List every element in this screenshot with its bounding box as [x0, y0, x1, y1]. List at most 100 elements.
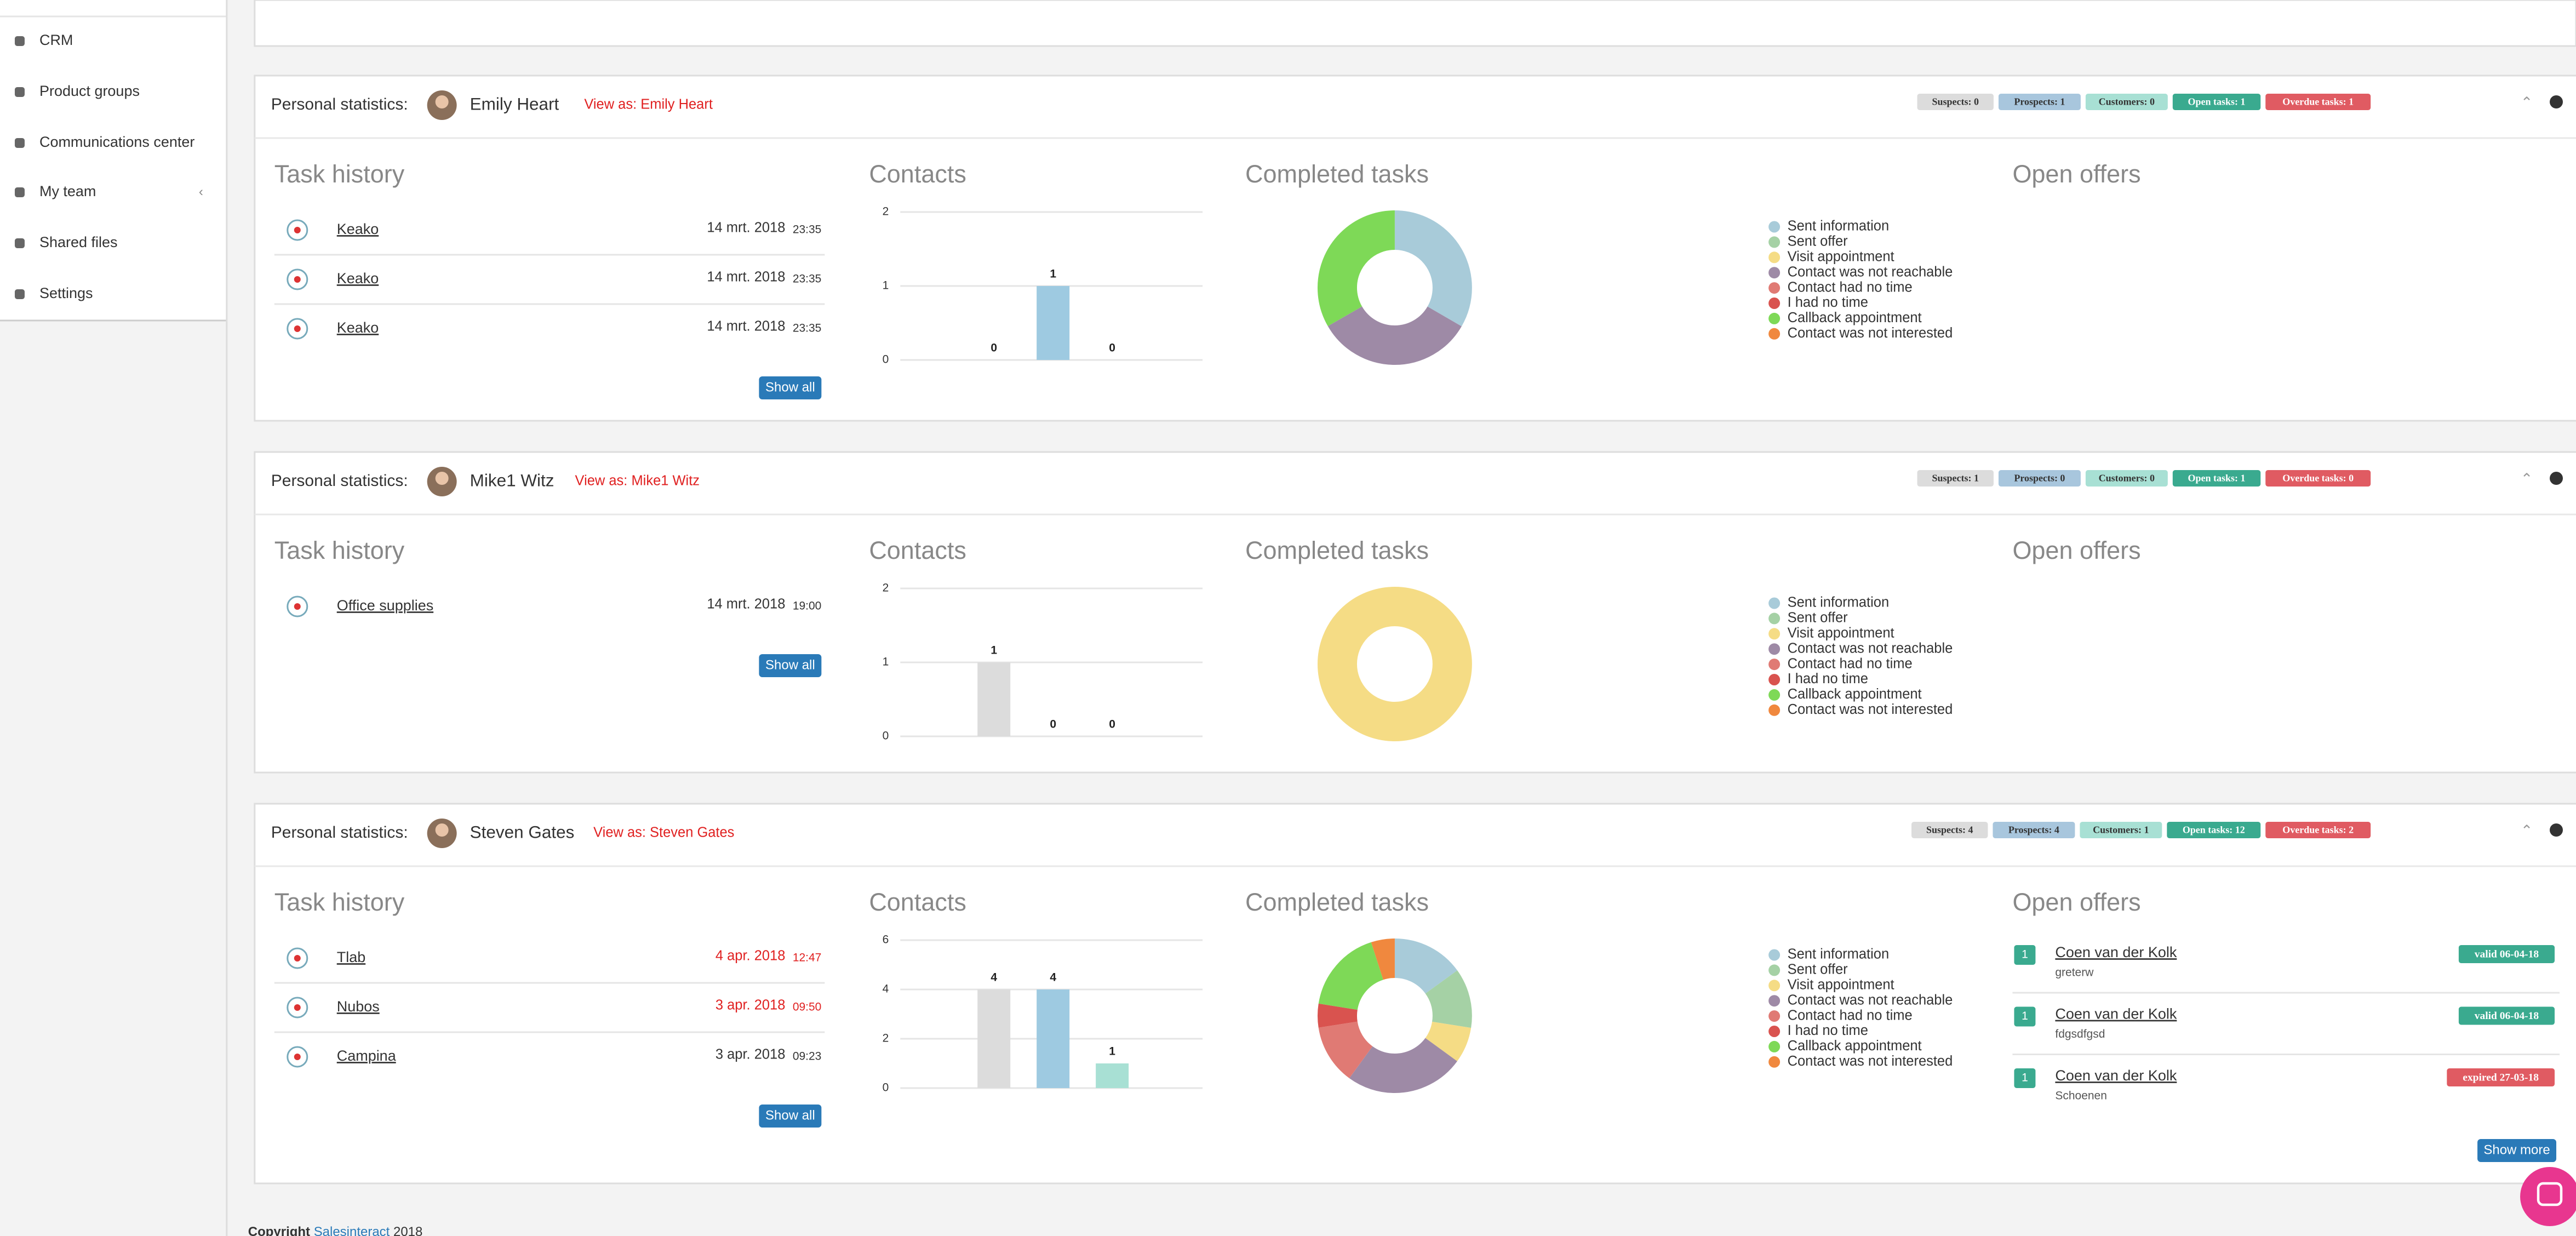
task-company[interactable]: Office supplies [337, 597, 433, 614]
legend-label: Callback appointment [1788, 1038, 1922, 1054]
collapse-icon[interactable]: ⌃ [2521, 471, 2533, 487]
chat-icon [2537, 1182, 2563, 1206]
avatar-face [435, 472, 449, 485]
bar-value-label: 0 [1109, 342, 1115, 354]
task-time: 09:23 [793, 1050, 822, 1063]
panel-label: Personal statistics: [271, 95, 408, 113]
menu-icon [14, 187, 25, 197]
task-company[interactable]: Keako [337, 221, 379, 237]
menu-item[interactable]: My team [39, 183, 96, 199]
menu-item[interactable]: Settings [39, 285, 93, 301]
legend-label: Visit appointment [1788, 249, 1894, 265]
menu-icon [14, 238, 25, 248]
help-icon[interactable] [2550, 95, 2563, 108]
task-time: 23:35 [793, 273, 822, 285]
legend-label: Contact had no time [1788, 279, 1913, 295]
chart-title: Contacts [869, 888, 966, 916]
view-as-link[interactable]: View as: Steven Gates [593, 825, 734, 840]
legend-swatch [1768, 995, 1781, 1007]
badge-text: Customers: 0 [2099, 96, 2155, 107]
donut-slice [1317, 939, 1472, 1093]
legend-swatch [1768, 1026, 1781, 1037]
legend-swatch [1768, 267, 1781, 279]
section-title: Task history [274, 536, 405, 564]
offer-count: 1 [2022, 948, 2028, 961]
offer-name[interactable]: Coen van der Kolk [2055, 1006, 2177, 1022]
offer-count-badge [2014, 1068, 2036, 1088]
legend-swatch [1768, 643, 1781, 655]
badge-text: Open tasks: 1 [2188, 96, 2246, 107]
badge-text: Open tasks: 1 [2188, 473, 2246, 484]
badge [2167, 822, 2261, 838]
legend-swatch [1768, 980, 1781, 992]
company-logo-dot [294, 325, 301, 332]
show-all-text[interactable]: Show all [765, 1108, 815, 1123]
show-all-text[interactable]: Show all [765, 380, 815, 394]
y-tick-label: 2 [883, 582, 889, 594]
menu-item[interactable]: Shared files [39, 234, 117, 250]
view-as-link[interactable]: View as: Emily Heart [584, 97, 713, 112]
legend-label: I had no time [1788, 1023, 1868, 1038]
menu-chevron: ‹ [199, 184, 203, 199]
menu-icon [14, 36, 25, 46]
task-company[interactable]: Campina [337, 1048, 396, 1064]
section-title: Open offers [2012, 536, 2140, 564]
user-name: Emily Heart [470, 94, 559, 113]
help-icon[interactable] [2550, 823, 2563, 837]
task-company[interactable]: Keako [337, 319, 379, 336]
company-logo-dot [294, 955, 301, 962]
show-all-text[interactable]: Show all [765, 657, 815, 672]
bar-value-label: 0 [1109, 718, 1115, 731]
bar-value-label: 0 [1050, 718, 1056, 731]
menu-item[interactable]: CRM [39, 32, 73, 48]
legend-label: Contact was not interested [1788, 1054, 1953, 1069]
badge-text: Overdue tasks: 0 [2282, 473, 2354, 484]
legend-label: Callback appointment [1788, 686, 1922, 702]
task-date: 3 apr. 2018 [715, 998, 786, 1013]
legend-label: Contact was not reachable [1788, 992, 1953, 1008]
footer-link[interactable]: Salesinteract [314, 1224, 390, 1236]
bar [977, 989, 1011, 1088]
y-tick-label: 4 [883, 983, 889, 995]
collapse-icon[interactable]: ⌃ [2521, 94, 2533, 111]
legend-label: Contact had no time [1788, 1008, 1913, 1023]
legend-swatch [1768, 964, 1781, 976]
legend-label: Contact was not reachable [1788, 264, 1953, 279]
bar-value-label: 4 [1050, 971, 1056, 984]
task-company[interactable]: Tlab [337, 949, 365, 965]
collapse-icon[interactable]: ⌃ [2521, 822, 2533, 839]
badge [1998, 94, 2081, 110]
donut-slice [1317, 939, 1472, 1093]
badge-text: Overdue tasks: 1 [2282, 96, 2354, 107]
view-as-link[interactable]: View as: Mike1 Witz [575, 473, 700, 489]
badge [2265, 470, 2371, 487]
chat-button[interactable] [2520, 1167, 2576, 1226]
badge [2080, 822, 2162, 838]
legend-label: Sent information [1788, 947, 1890, 962]
y-tick-label: 0 [883, 1082, 889, 1094]
menu-item[interactable]: Communications center [39, 134, 194, 150]
offer-status [2458, 945, 2555, 963]
menu-icon [14, 87, 25, 97]
legend-swatch [1768, 1010, 1781, 1022]
section-title: Task history [274, 160, 405, 188]
help-icon[interactable] [2550, 472, 2563, 485]
menu-item[interactable]: Product groups [39, 83, 140, 99]
offer-status-text: valid 06-04-18 [2475, 948, 2539, 960]
show-more-text[interactable]: Show more [2483, 1142, 2550, 1157]
offer-status-text: expired 27-03-18 [2463, 1072, 2539, 1083]
task-time: 12:47 [793, 952, 822, 964]
task-company[interactable]: Keako [337, 270, 379, 287]
offer-name[interactable]: Coen van der Kolk [2055, 944, 2177, 960]
offer-note: greterw [2055, 966, 2094, 979]
show-more-button[interactable] [2477, 1139, 2557, 1162]
show-all-button[interactable] [759, 1105, 822, 1128]
avatar-face [435, 95, 449, 108]
offer-count: 1 [2022, 1010, 2028, 1022]
task-company[interactable]: Nubos [337, 998, 380, 1015]
offer-name[interactable]: Coen van der Kolk [2055, 1067, 2177, 1084]
show-all-button[interactable] [759, 376, 822, 399]
show-all-button[interactable] [759, 654, 822, 677]
offer-status [2447, 1068, 2555, 1086]
